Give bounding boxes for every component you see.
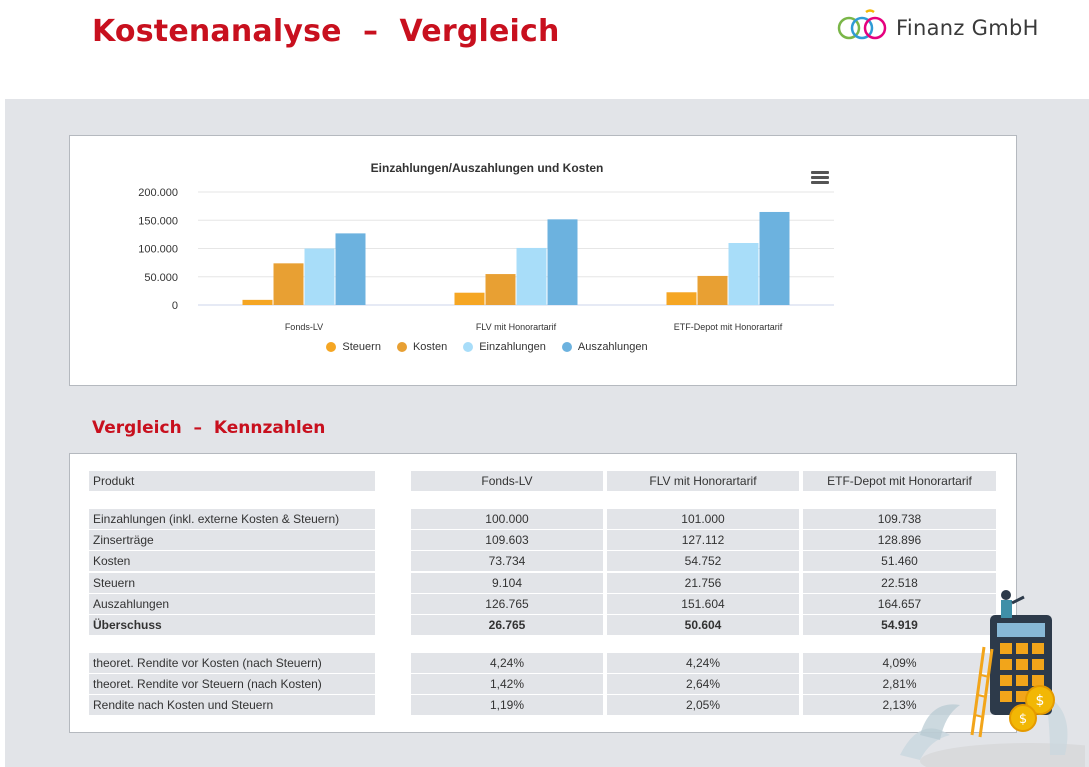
bar-steuern [242, 299, 273, 305]
table-row-label: Überschuss [89, 615, 375, 635]
table-cell: 1,19% [411, 695, 603, 716]
svg-text:$: $ [1036, 693, 1045, 709]
bar-kosten [697, 275, 728, 305]
legend-item[interactable]: Steuern [326, 341, 381, 353]
bar-einzahlungen [516, 247, 547, 305]
table-row-label: Auszahlungen [89, 593, 375, 614]
hamburger-menu-icon[interactable] [811, 171, 829, 185]
y-tick-label: 50.000 [144, 272, 178, 284]
table-header-col: Fonds-LV [411, 471, 603, 491]
table-cell: 54.752 [607, 551, 799, 572]
table-header-col: FLV mit Honorartarif [607, 471, 799, 491]
bar-kosten [485, 274, 516, 305]
table-header-produkt: Produkt [89, 471, 375, 491]
table-cell: 127.112 [607, 530, 799, 551]
section-title: Vergleich – Kennzahlen [92, 418, 326, 438]
bar-einzahlungen [304, 248, 335, 305]
chart-card: Einzahlungen/Auszahlungen und Kosten 0 50… [69, 135, 1017, 386]
bar-auszahlungen [335, 233, 366, 305]
table-cell: 4,24% [607, 653, 799, 673]
bar-steuern [666, 292, 697, 305]
table-row-label: Zinserträge [89, 530, 375, 551]
legend-dot [463, 342, 474, 352]
bar-steuern [454, 292, 485, 305]
legend-item[interactable]: Auszahlungen [561, 341, 648, 353]
bar-kosten [273, 263, 304, 305]
x-tick-label: ETF-Depot mit Honorartarif [674, 322, 783, 332]
table-cell: 4,24% [411, 653, 603, 673]
legend-item[interactable]: Kosten [396, 341, 448, 353]
table-cell: 4,09% [803, 653, 996, 673]
table-header-col: ETF-Depot mit Honorartarif [803, 471, 996, 491]
table-row-label: theoret. Rendite vor Steuern (nach Koste… [89, 674, 375, 695]
table-cell: 22.518 [803, 572, 996, 593]
legend-label: Einzahlungen [479, 341, 546, 353]
calculator-illustration: $ $ [900, 590, 1085, 767]
table-cell: 2,64% [607, 674, 799, 695]
logo-rings-icon [837, 9, 887, 40]
y-tick-label: 100.000 [138, 244, 178, 256]
table-row-label: theoret. Rendite vor Kosten (nach Steuer… [89, 653, 375, 673]
chart-legend: Steuern Kosten Einzahlungen Auszahlungen [70, 341, 904, 353]
x-tick-label: FLV mit Honorartarif [476, 322, 557, 332]
y-tick-label: 200.000 [138, 187, 178, 199]
bar-auszahlungen [547, 219, 578, 305]
table-cell: 151.604 [607, 593, 799, 614]
table-cell: 9.104 [411, 572, 603, 593]
legend-label: Kosten [412, 341, 448, 353]
table-row-label: Steuern [89, 572, 375, 593]
bar-auszahlungen [759, 211, 790, 305]
table-row-label: Kosten [89, 551, 375, 572]
table-cell: 101.000 [607, 509, 799, 529]
table-cell: 109.603 [411, 530, 603, 551]
table-cell: 109.738 [803, 509, 996, 529]
table-cell: 128.896 [803, 530, 996, 551]
legend-dot [326, 342, 337, 352]
table-cell: 54.919 [803, 615, 996, 635]
legend-label: Steuern [342, 341, 381, 353]
svg-text:$: $ [1019, 712, 1027, 727]
table-cell: 1,42% [411, 674, 603, 695]
y-tick-label: 150.000 [138, 215, 178, 227]
table-cell: 26.765 [411, 615, 603, 635]
table-cell: 51.460 [803, 551, 996, 572]
table-cell: 50.604 [607, 615, 799, 635]
table-row-label: Einzahlungen (inkl. externe Kosten & Ste… [89, 509, 375, 529]
legend-label: Auszahlungen [577, 341, 648, 353]
table-cell: 100.000 [411, 509, 603, 529]
legend-item[interactable]: Einzahlungen [463, 341, 546, 353]
table-cell: 2,05% [607, 695, 799, 716]
table-cell: 2,81% [803, 674, 996, 695]
table-cell: 126.765 [411, 593, 603, 614]
table-row-label: Rendite nach Kosten und Steuern [89, 695, 375, 716]
y-tick-label: 0 [172, 300, 178, 312]
company-logo: Finanz GmbH [836, 8, 1039, 48]
chart-title: Einzahlungen/Auszahlungen und Kosten [370, 161, 604, 175]
bar-chart: 0 50.000 100.000 150.000 200.000 Fonds-LV FLV … [138, 187, 834, 332]
page-title: Kostenanalyse – Vergleich [92, 14, 560, 49]
legend-dot [561, 342, 572, 352]
table-cell: 21.756 [607, 572, 799, 593]
table-cell: 164.657 [803, 593, 996, 614]
bar-einzahlungen [728, 242, 759, 305]
kennzahlen-table: Produkt Fonds-LV FLV mit Honorartarif ET… [69, 453, 1017, 733]
legend-dot [396, 342, 407, 352]
table-cell: 73.734 [411, 551, 603, 572]
x-tick-label: Fonds-LV [285, 322, 323, 332]
logo-text: Finanz GmbH [896, 16, 1039, 40]
